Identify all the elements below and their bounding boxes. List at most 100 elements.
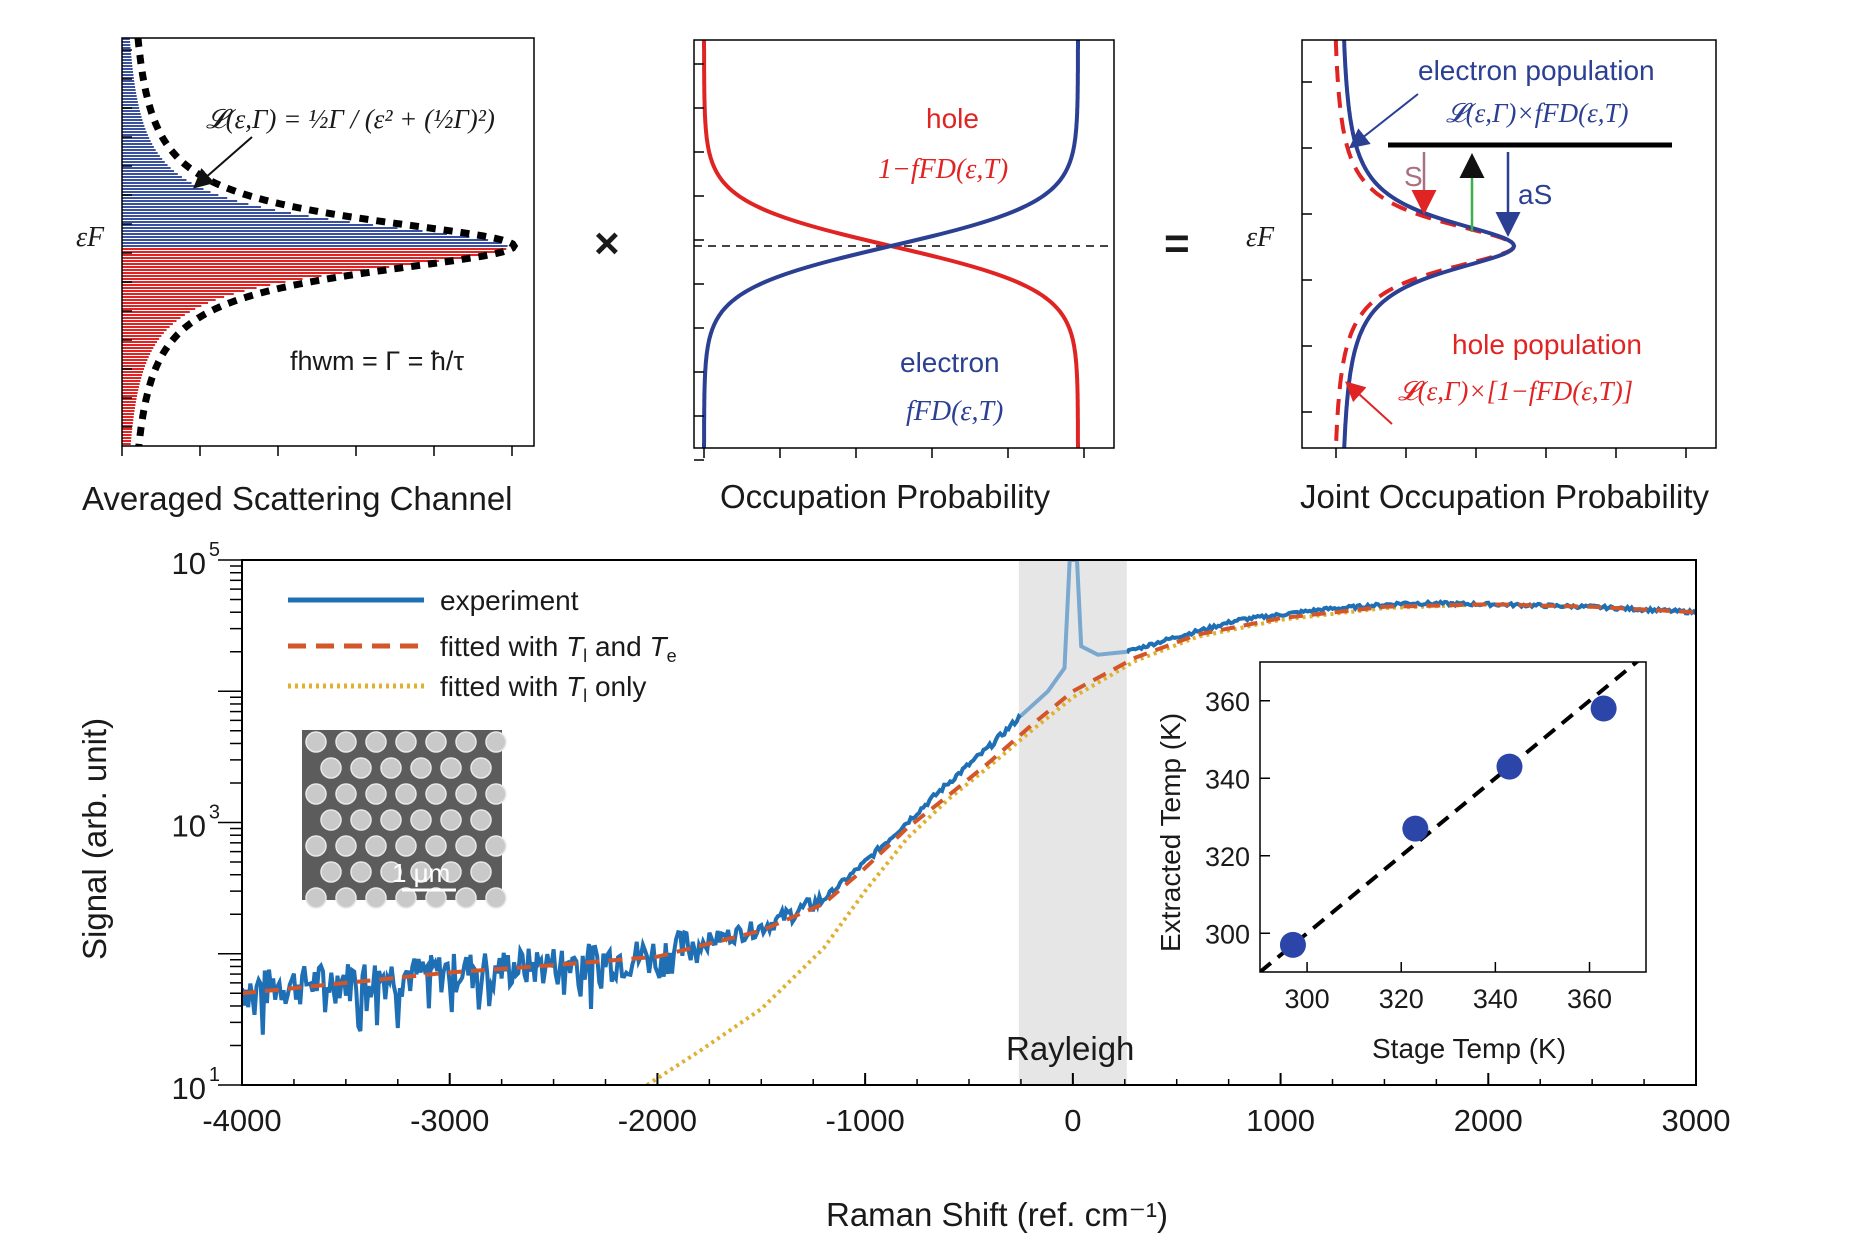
channel-stripe: [122, 98, 138, 100]
inset-x-tick-label: 340: [1473, 984, 1518, 1014]
inset-y-tick-label: 360: [1205, 687, 1250, 717]
x-tick-label: -1000: [825, 1103, 904, 1138]
series-experiment-rayleigh: [1019, 560, 1128, 718]
channel-stripe: [122, 392, 138, 394]
channel-stripe: [122, 170, 175, 172]
inset-x-tick-label: 360: [1567, 984, 1612, 1014]
channel-stripe: [122, 59, 132, 61]
channel-stripe: [122, 185, 198, 187]
channel-stripe: [122, 278, 303, 280]
nanodisk: [455, 887, 477, 909]
channel-stripe: [122, 179, 187, 181]
nanodisk: [305, 783, 327, 805]
inset-y-tick-label: 340: [1205, 764, 1250, 794]
nanodisk: [365, 835, 387, 857]
channel-stripe: [122, 119, 143, 121]
legend-label-experiment: experiment: [440, 585, 579, 616]
x-tick-label: -4000: [202, 1103, 281, 1138]
nanodisk: [485, 835, 507, 857]
channel-stripe: [122, 182, 192, 184]
channel-stripe: [122, 413, 135, 415]
nanodisk: [395, 887, 417, 909]
nanodisk: [380, 809, 402, 831]
main-frame: [241, 559, 1697, 1086]
nanodisk: [365, 731, 387, 753]
channel-stripe: [122, 395, 138, 397]
channel-stripe: [122, 92, 137, 94]
channel-stripe: [122, 347, 154, 349]
nanodisk: [470, 757, 492, 779]
x-tick-label: -2000: [618, 1103, 697, 1138]
y-tick-label: 10: [172, 546, 206, 581]
channel-stripe: [122, 86, 136, 88]
channel-stripe: [122, 398, 137, 400]
channel-stripe: [122, 68, 133, 70]
legend-fit-both-tl: T: [566, 631, 585, 662]
channel-stripe: [122, 320, 177, 322]
channel-stripe: [122, 329, 167, 331]
electron-curve: [702, 40, 1080, 448]
channel-stripe: [122, 368, 145, 370]
electron-formula: fFD(ε,T): [906, 396, 1003, 427]
y-tick-exponent: 1: [209, 1064, 220, 1086]
antistokes-label: aS: [1518, 179, 1552, 210]
channel-stripe: [122, 56, 132, 58]
x-tick-label: 1000: [1246, 1103, 1315, 1138]
legend-fit-both-mid: and: [587, 631, 649, 662]
electron-population-label: electron population: [1418, 55, 1655, 86]
series-fitted-tl-te: [242, 602, 1696, 996]
channel-stripe: [122, 149, 156, 151]
y-tick-label: 10: [172, 1071, 206, 1106]
inset-y-tick-label: 320: [1205, 842, 1250, 872]
legend-fit-both-prefix: fitted with: [440, 631, 566, 662]
channel-stripe: [122, 230, 423, 232]
channel-stripe: [122, 281, 286, 283]
channel-stripe: [122, 410, 135, 412]
nanodisk: [335, 835, 357, 857]
channel-stripe: [122, 95, 137, 97]
equals-symbol: =: [1164, 219, 1190, 268]
channel-stripe: [122, 272, 343, 274]
electron-population-formula: 𝓛(ε,Γ)×fFD(ε,T): [1446, 98, 1628, 128]
electron-population-curve: [1342, 40, 1517, 448]
nanodisk: [320, 861, 342, 883]
legend-fit-both-te: T: [649, 631, 668, 662]
channel-stripe: [122, 341, 158, 343]
series-fitted-tl-only: [645, 602, 1696, 1085]
x-tick-label: 0: [1064, 1103, 1081, 1138]
panel-a-ef-label: εF: [76, 222, 105, 253]
channel-stripe: [122, 146, 154, 148]
nanodisk: [305, 731, 327, 753]
channel-stripe: [122, 50, 131, 52]
x-tick-label: 3000: [1662, 1103, 1731, 1138]
panel-c-ticks: [1302, 81, 1687, 458]
panel-a: εF 𝓛(ε,Γ) = ½Γ / (ε² + (½Γ)²) fhwm = Γ =…: [76, 37, 535, 517]
panel-a-ticks: [121, 49, 513, 456]
panel-c-frame: [1301, 39, 1717, 449]
channel-stripe: [122, 206, 261, 208]
panel-a-caption: Averaged Scattering Channel: [82, 480, 513, 517]
channel-stripe: [122, 389, 139, 391]
nanodisk: [380, 861, 402, 883]
nanodisk: [485, 783, 507, 805]
channel-stripe: [122, 134, 148, 136]
channel-stripe: [122, 152, 158, 154]
channel-stripe: [122, 125, 145, 127]
channel-stripe: [122, 164, 168, 166]
inset-y-tick-label: 300: [1205, 919, 1250, 949]
channel-stripe: [122, 254, 483, 256]
channel-stripe: [122, 128, 146, 130]
nanodisk: [395, 783, 417, 805]
channel-stripe: [122, 197, 228, 199]
channel-stripe: [122, 227, 398, 229]
hole-population-curve: [1333, 40, 1517, 448]
fwhm-formula: fhwm = Γ = ħ/τ: [290, 346, 464, 376]
nanodisk: [380, 757, 402, 779]
channel-stripe: [122, 104, 139, 106]
channel-stripe: [122, 239, 489, 241]
hole-population-label: hole population: [1452, 329, 1642, 360]
channel-stripe: [122, 248, 507, 250]
channel-stripe: [122, 419, 134, 421]
channel-stripe: [122, 365, 146, 367]
